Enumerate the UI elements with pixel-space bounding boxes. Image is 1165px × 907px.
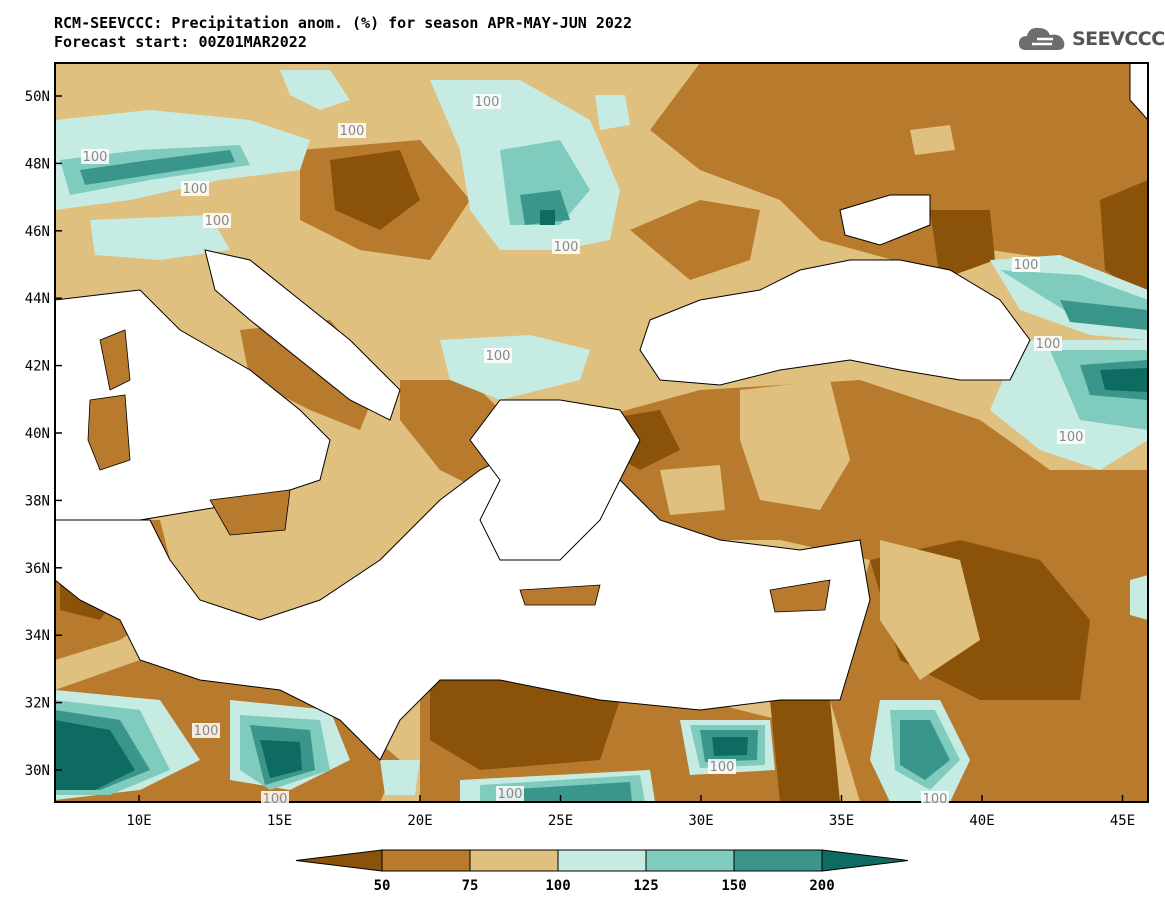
- contour-label-bg: [261, 791, 289, 806]
- title-line-2: Forecast start: 00Z01MAR2022: [54, 33, 307, 51]
- lat-label: 42N: [25, 359, 50, 375]
- lon-label: 35E: [829, 813, 854, 829]
- contour-label: 100: [183, 182, 208, 197]
- lat-label: 50N: [25, 89, 50, 105]
- contour-label-bg: [1057, 429, 1085, 444]
- contour-labels: 100 100 100 100 100 100 100 100 100 100 100 100 100 1…: [81, 94, 1085, 807]
- contour-label-bg: [81, 149, 109, 164]
- contour-label-bg: [921, 791, 949, 806]
- lat-label: 44N: [25, 291, 50, 307]
- colorbar-segment: [295, 849, 383, 872]
- anomaly-field: [55, 63, 1148, 802]
- contour-label: 100: [475, 95, 500, 110]
- contour-label-bg: [1034, 336, 1062, 351]
- contour-label-bg: [496, 786, 524, 801]
- contour-label-bg: [473, 94, 501, 109]
- colorbar-tick-label: 200: [809, 878, 834, 894]
- colorbar-segment: [733, 849, 823, 872]
- title-line-1: RCM-SEEVCCC: Precipitation anom. (%) for…: [54, 14, 632, 32]
- lon-label: 10E: [126, 813, 151, 829]
- lat-label: 36N: [25, 561, 50, 577]
- lat-label: 32N: [25, 696, 50, 712]
- contour-label-bg: [1012, 257, 1040, 272]
- contour-label: 100: [498, 787, 523, 802]
- contour-label-bg: [708, 759, 736, 774]
- colorbar-tick-label: 50: [374, 878, 391, 894]
- lon-label: 30E: [688, 813, 713, 829]
- lon-label: 20E: [407, 813, 432, 829]
- colorbar-segment: [821, 849, 909, 872]
- logo-text: SEEVCCC: [1072, 28, 1165, 50]
- colorbar-segment: [557, 849, 647, 872]
- contour-label: 100: [194, 724, 219, 739]
- colorbar-tick-label: 75: [462, 878, 479, 894]
- colorbar-segment: [381, 849, 471, 872]
- lon-label: 15E: [267, 813, 292, 829]
- colorbar-segment: [469, 849, 559, 872]
- lat-label: 48N: [25, 156, 50, 172]
- lon-label: 25E: [548, 813, 573, 829]
- longitude-axis: 10E 15E 20E 25E 30E 35E 40E 45E: [126, 795, 1135, 829]
- contour-label-bg: [192, 723, 220, 738]
- field-75-100-pockets: [660, 125, 980, 680]
- lat-label: 38N: [25, 493, 50, 509]
- contour-label: 100: [923, 792, 948, 807]
- contour-label: 100: [83, 150, 108, 165]
- contour-label: 100: [710, 760, 735, 775]
- contour-label: 100: [205, 214, 230, 229]
- lat-label: 34N: [25, 628, 50, 644]
- colorbar-tick-label: 125: [633, 878, 658, 894]
- field-above-200: [55, 210, 1148, 790]
- colorbar: 50 75 100 125 150 200: [295, 849, 909, 894]
- islands: [87, 329, 831, 613]
- contour-label: 100: [1059, 430, 1084, 445]
- lat-label: 46N: [25, 224, 50, 240]
- colorbar-segment: [645, 849, 735, 872]
- lat-label: 30N: [25, 763, 50, 779]
- seevccc-logo: SEEVCCC: [1016, 22, 1165, 56]
- contour-label-bg: [552, 239, 580, 254]
- contour-label-bg: [181, 181, 209, 196]
- cloud-icon: [1018, 27, 1065, 50]
- contour-label: 100: [1014, 258, 1039, 273]
- lon-label: 45E: [1110, 813, 1135, 829]
- contour-label: 100: [486, 349, 511, 364]
- colorbar-tick-label: 150: [721, 878, 746, 894]
- contour-label: 100: [554, 240, 579, 255]
- contour-label-bg: [203, 213, 231, 228]
- latitude-axis: 50N 48N 46N 44N 42N 40N 38N 36N 34N 32N 30N: [25, 89, 62, 779]
- lat-label: 40N: [25, 426, 50, 442]
- contour-label-bg: [338, 123, 366, 138]
- contour-label: 100: [263, 792, 288, 807]
- contour-label: 100: [1036, 337, 1061, 352]
- lon-label: 40E: [969, 813, 994, 829]
- colorbar-tick-label: 100: [545, 878, 570, 894]
- contour-label: 100: [340, 124, 365, 139]
- contour-label-bg: [484, 348, 512, 363]
- map-title: RCM-SEEVCCC: Precipitation anom. (%) for…: [54, 14, 632, 52]
